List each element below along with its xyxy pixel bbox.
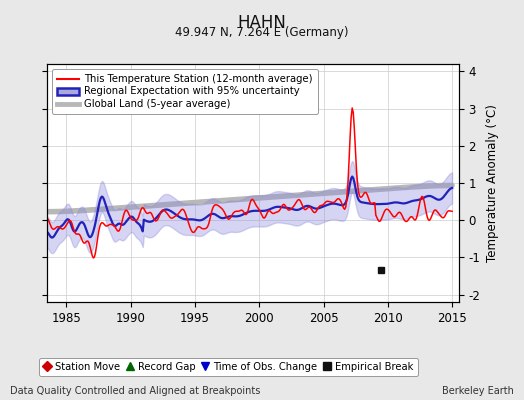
Text: HAHN: HAHN	[237, 14, 287, 32]
Y-axis label: Temperature Anomaly (°C): Temperature Anomaly (°C)	[486, 104, 499, 262]
Text: Data Quality Controlled and Aligned at Breakpoints: Data Quality Controlled and Aligned at B…	[10, 386, 261, 396]
Legend: Station Move, Record Gap, Time of Obs. Change, Empirical Break: Station Move, Record Gap, Time of Obs. C…	[39, 358, 418, 376]
Text: 49.947 N, 7.264 E (Germany): 49.947 N, 7.264 E (Germany)	[175, 26, 349, 39]
Text: Berkeley Earth: Berkeley Earth	[442, 386, 514, 396]
